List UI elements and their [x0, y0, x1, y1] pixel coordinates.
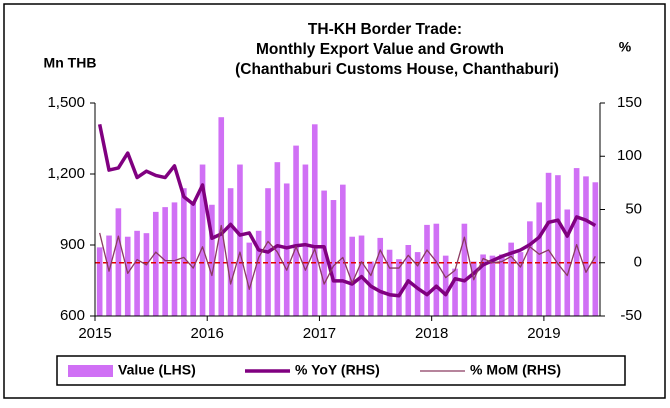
- bar: [368, 261, 374, 316]
- bar: [96, 247, 103, 316]
- y-tick-label: 900: [60, 236, 85, 253]
- x-tick-label: 2017: [303, 325, 336, 342]
- bar: [274, 162, 281, 316]
- bar: [218, 117, 225, 316]
- bar: [583, 176, 589, 316]
- bar: [461, 223, 468, 316]
- y-axis-title: Mn THB: [44, 55, 97, 71]
- bar: [480, 254, 486, 316]
- bar: [124, 236, 131, 316]
- bar: [152, 211, 159, 316]
- bar: [302, 164, 309, 316]
- chart-title: TH-KH Border Trade:: [308, 21, 462, 38]
- legend-swatch: [68, 365, 113, 377]
- bar: [508, 242, 514, 316]
- bar: [162, 207, 168, 316]
- bar: [527, 221, 533, 316]
- bar: [536, 202, 543, 316]
- bar: [592, 182, 599, 316]
- bar: [330, 200, 337, 316]
- x-tick-label: 2016: [191, 325, 224, 342]
- x-tick-label: 2015: [78, 325, 111, 342]
- bar: [134, 230, 140, 316]
- y2-tick-label: 100: [617, 147, 642, 164]
- bar: [237, 164, 243, 316]
- bar: [143, 233, 150, 316]
- legend-box: [56, 355, 626, 386]
- bar: [246, 242, 253, 316]
- y-tick-label: 600: [60, 307, 85, 324]
- chart-title: Monthly Export Value and Growth: [256, 41, 504, 58]
- bar: [171, 202, 178, 316]
- bar: [414, 252, 421, 316]
- bar: [433, 223, 440, 316]
- bar: [209, 204, 215, 316]
- legend-label: % MoM (RHS): [470, 362, 561, 378]
- line-series: [97, 123, 597, 298]
- bar: [190, 202, 196, 316]
- bar: [293, 145, 299, 316]
- bar: [499, 254, 505, 316]
- bar: [424, 224, 430, 316]
- y2-tick-label: 150: [617, 94, 642, 111]
- y2-tick-label: 0: [634, 254, 642, 271]
- legend-label: % YoY (RHS): [295, 362, 380, 378]
- bar: [311, 124, 318, 316]
- bar: [283, 183, 290, 316]
- bar: [489, 255, 496, 316]
- y-tick-label: 1,200: [47, 165, 85, 182]
- x-tick-label: 2018: [415, 325, 448, 342]
- bar: [377, 237, 384, 316]
- bar: [545, 172, 552, 316]
- line-series: [99, 224, 596, 291]
- bar: [106, 235, 112, 316]
- bar: [349, 236, 355, 316]
- bar: [573, 168, 580, 316]
- bar: [227, 188, 234, 316]
- bar: [396, 259, 402, 316]
- bar: [555, 175, 561, 316]
- legend-label: Value (LHS): [118, 362, 196, 378]
- x-tick-label: 2019: [527, 325, 560, 342]
- bar: [199, 164, 206, 316]
- bar: [181, 188, 187, 316]
- y2-tick-label: -50: [620, 307, 642, 324]
- bar: [386, 249, 393, 316]
- bar: [340, 184, 346, 316]
- bar: [470, 261, 477, 316]
- bar: [452, 268, 458, 316]
- y-tick-label: 1,500: [47, 94, 85, 111]
- bar: [442, 255, 449, 316]
- chart-title: (Chanthaburi Customs House, Chanthaburi): [235, 61, 559, 78]
- y2-tick-label: 50: [625, 200, 642, 217]
- bar: [115, 208, 122, 316]
- bar: [517, 252, 524, 316]
- y2-axis-title: %: [619, 39, 632, 55]
- bar: [255, 230, 262, 316]
